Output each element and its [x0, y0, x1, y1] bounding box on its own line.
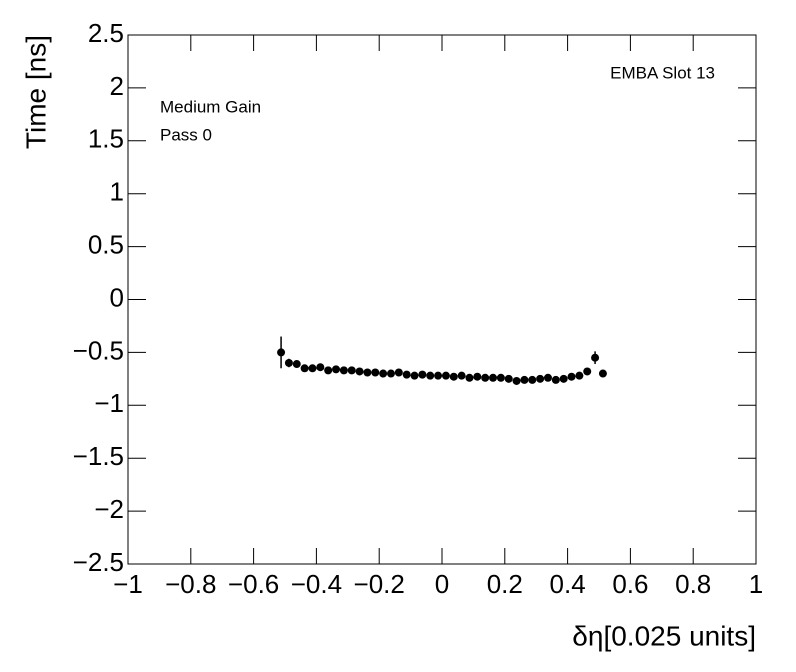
data-point	[598, 369, 607, 378]
data-point	[567, 372, 576, 381]
data-point	[441, 371, 450, 380]
x-axis-label: δη[0.025 units]	[572, 620, 756, 651]
data-point	[434, 371, 443, 380]
data-point	[449, 372, 458, 381]
data-point	[339, 366, 348, 375]
y-tick-label: 0.5	[88, 229, 124, 259]
data-point	[520, 375, 529, 384]
data-point	[583, 367, 592, 376]
data-point	[465, 373, 474, 382]
x-tick-label: −0.2	[354, 569, 405, 599]
x-tick-label: −0.8	[165, 569, 216, 599]
data-point	[324, 366, 333, 375]
data-point	[543, 373, 552, 382]
data-point	[481, 373, 490, 382]
data-point	[536, 374, 545, 383]
y-tick-label: −1	[94, 388, 124, 418]
data-point	[528, 375, 537, 384]
x-tick-label: 0.6	[612, 569, 648, 599]
x-tick-label: 0.2	[487, 569, 523, 599]
data-point	[308, 364, 317, 373]
data-point	[426, 371, 435, 380]
annotation: Pass 0	[160, 125, 212, 144]
y-tick-label: 0	[110, 282, 124, 312]
data-point	[300, 364, 309, 373]
data-point	[402, 370, 411, 379]
y-tick-label: 2	[110, 71, 124, 101]
data-point	[559, 374, 568, 383]
annotation: EMBA Slot 13	[610, 63, 715, 82]
y-axis-label: Time [ns]	[20, 35, 51, 149]
data-point	[386, 369, 395, 378]
x-tick-label: 1	[749, 569, 763, 599]
data-point	[379, 369, 388, 378]
x-tick-label: 0	[435, 569, 449, 599]
x-tick-label: −0.6	[228, 569, 279, 599]
data-point	[489, 373, 498, 382]
data-point	[332, 365, 341, 374]
data-point	[277, 348, 286, 357]
data-point	[496, 373, 505, 382]
data-point	[551, 375, 560, 384]
data-point	[512, 376, 521, 385]
data-point	[457, 371, 466, 380]
annotation: Medium Gain	[160, 97, 261, 116]
data-point	[363, 368, 372, 377]
x-tick-label: 0.4	[550, 569, 586, 599]
data-point	[316, 363, 325, 372]
data-point	[284, 358, 293, 367]
data-point	[591, 353, 600, 362]
data-point	[504, 374, 513, 383]
data-point	[418, 370, 427, 379]
data-point	[292, 360, 301, 369]
y-tick-label: −0.5	[73, 335, 124, 365]
data-point	[410, 371, 419, 380]
data-point	[355, 367, 364, 376]
data-point	[473, 372, 482, 381]
y-tick-label: −2.5	[73, 547, 124, 577]
y-tick-label: 1	[110, 177, 124, 207]
y-tick-label: 1.5	[88, 124, 124, 154]
data-point	[347, 366, 356, 375]
y-tick-label: −2	[94, 494, 124, 524]
data-point	[371, 368, 380, 377]
x-tick-label: −1	[113, 569, 143, 599]
data-point	[575, 371, 584, 380]
x-tick-label: 0.8	[675, 569, 711, 599]
y-tick-label: 2.5	[88, 18, 124, 48]
y-tick-label: −1.5	[73, 441, 124, 471]
data-point	[394, 368, 403, 377]
x-tick-label: −0.4	[291, 569, 342, 599]
